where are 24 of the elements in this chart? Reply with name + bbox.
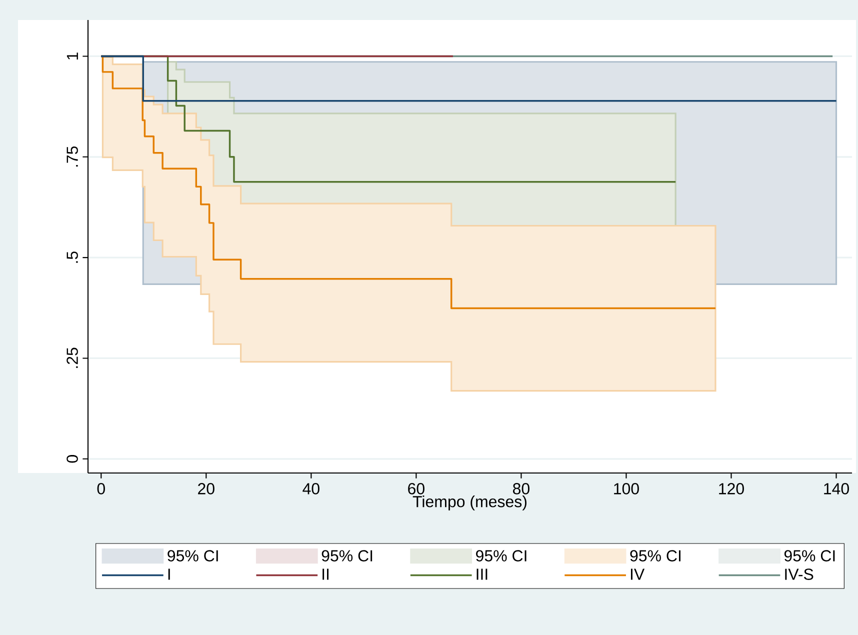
legend-label: IV-S [785, 568, 814, 580]
y-tick-label: .75 [66, 146, 78, 167]
legend-label: IV [630, 568, 645, 580]
y-tick-label: 0 [66, 455, 78, 463]
text: 95% CI [630, 550, 680, 562]
x-tick-label: 120 [719, 483, 744, 494]
x-tick-label: 40 [302, 483, 320, 494]
x-axis-title: Tiempo (meses) [412, 496, 526, 510]
text: 95% CI [168, 550, 218, 562]
y-tick-label: .25 [66, 348, 78, 368]
x-tick-label: 60 [408, 483, 424, 494]
legend-label: III [476, 568, 488, 580]
x-tick-label: 20 [198, 483, 214, 494]
legend-label: I [168, 568, 170, 580]
legend-label: II [322, 568, 329, 580]
text: 95% CI [476, 550, 526, 562]
y-tick-label: 1 [66, 52, 78, 60]
x-tick-label: 140 [824, 483, 849, 494]
x-tick-label: 0 [97, 483, 105, 494]
x-tick-label: 100 [614, 483, 639, 494]
text: 95% CI [784, 550, 835, 562]
text: 95% CI [322, 550, 372, 562]
y-tick-label: .5 [66, 252, 78, 263]
x-tick-label: 80 [512, 483, 530, 494]
